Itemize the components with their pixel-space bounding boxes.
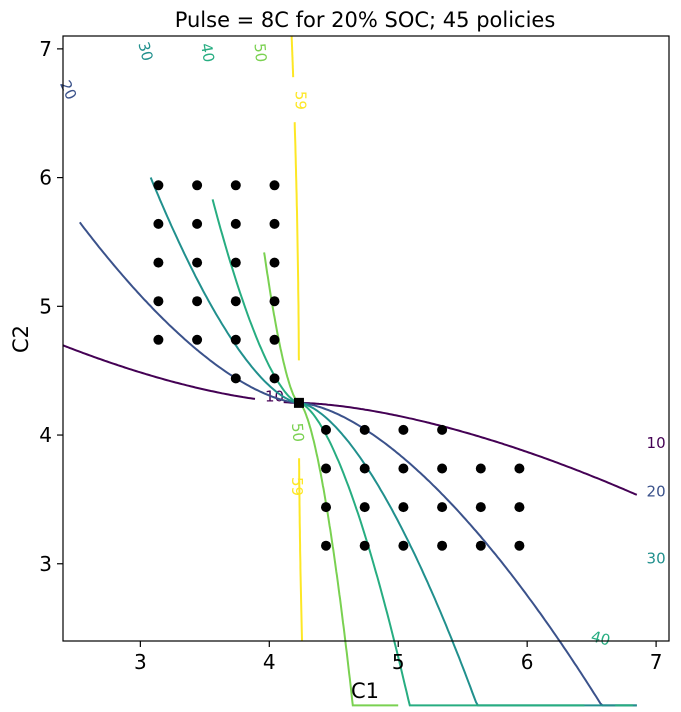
x-tick-label: 4 — [263, 650, 276, 674]
pulse-center-marker — [293, 397, 304, 408]
contour-line-59 — [290, 35, 295, 78]
contour-label-50: 50 — [288, 422, 308, 443]
policy-point — [321, 463, 331, 474]
policy-point — [269, 218, 280, 229]
policy-point — [230, 180, 241, 191]
policy-points — [153, 180, 525, 551]
policy-point — [230, 257, 241, 268]
policy-point — [153, 218, 164, 229]
y-tick-label: 3 — [39, 552, 52, 576]
policy-point — [514, 502, 525, 513]
policy-point — [359, 463, 370, 474]
y-tick-label: 5 — [39, 294, 52, 318]
policy-point — [153, 257, 164, 268]
policy-point — [192, 218, 203, 229]
policy-point — [269, 257, 280, 268]
contour-line-10 — [283, 401, 638, 496]
x-tick-label: 6 — [521, 650, 534, 674]
policy-point — [230, 218, 241, 229]
policy-point — [437, 502, 448, 513]
policy-point — [398, 502, 409, 513]
contour-line-20 — [78, 221, 637, 707]
y-tick-label: 6 — [39, 166, 52, 190]
policy-point — [321, 502, 331, 513]
contour-label-40: 40 — [197, 42, 218, 64]
policy-point — [269, 373, 280, 384]
policy-point — [321, 540, 331, 551]
policy-point — [192, 180, 203, 191]
policy-point — [230, 334, 241, 345]
policy-point — [192, 334, 203, 345]
contour-label-40: 40 — [589, 627, 612, 649]
policy-point — [230, 373, 241, 384]
contour-label-20: 20 — [647, 483, 666, 501]
policy-point — [153, 334, 164, 345]
x-tick-label: 7 — [650, 650, 663, 674]
policy-point — [192, 296, 203, 307]
y-tick-label: 7 — [39, 37, 52, 61]
policy-point — [437, 540, 448, 551]
policy-point — [321, 424, 331, 435]
x-tick-label: 3 — [134, 650, 147, 674]
contour-line-50 — [263, 252, 399, 707]
contour-line-59 — [293, 122, 300, 361]
x-tick-label: 5 — [392, 650, 405, 674]
policy-point — [359, 424, 370, 435]
policy-point — [398, 424, 409, 435]
policy-point — [475, 502, 486, 513]
contour-label-10: 10 — [647, 434, 666, 452]
y-tick-label: 4 — [39, 423, 52, 447]
policy-point — [514, 540, 525, 551]
policy-point — [269, 334, 280, 345]
policy-point — [437, 424, 448, 435]
contour-line-10 — [62, 344, 256, 400]
policy-point — [153, 180, 164, 191]
policy-point — [475, 540, 486, 551]
policy-point — [230, 296, 241, 307]
axis-ticks: 3 4 5 6 7 3 4 5 6 7 — [39, 37, 662, 674]
contour-label-30: 30 — [134, 40, 156, 63]
policy-point — [359, 502, 370, 513]
policy-point — [475, 463, 486, 474]
policy-point — [153, 296, 164, 307]
x-axis-label: C1 — [351, 679, 379, 703]
policy-point — [269, 180, 280, 191]
contour-label-30: 30 — [647, 550, 666, 568]
policy-point — [269, 296, 280, 307]
policy-point — [514, 463, 525, 474]
chart-title: Pulse = 8C for 20% SOC; 45 policies — [175, 8, 556, 32]
policy-point — [398, 463, 409, 474]
contour-label-59: 59 — [291, 91, 309, 110]
policy-point — [398, 540, 409, 551]
policy-point — [437, 463, 448, 474]
contour-label-59: 59 — [288, 477, 306, 496]
plot-frame — [62, 35, 670, 642]
policy-point — [192, 257, 203, 268]
y-axis-label: C2 — [9, 325, 33, 353]
contour-label-50: 50 — [251, 42, 271, 63]
contour-line-59 — [298, 458, 303, 642]
policy-point — [359, 540, 370, 551]
